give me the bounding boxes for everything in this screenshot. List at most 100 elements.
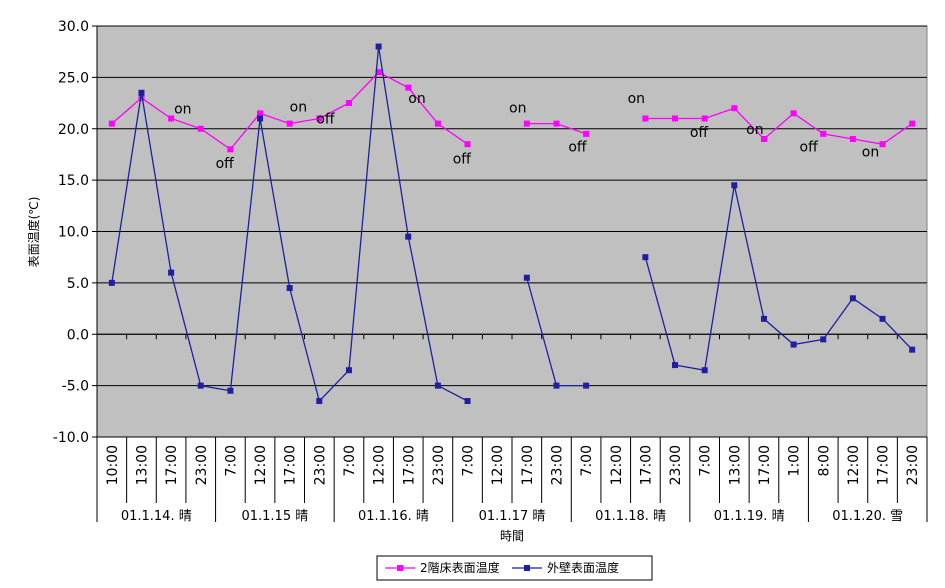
data-point bbox=[701, 115, 708, 122]
data-point bbox=[790, 341, 797, 348]
x-tick-label: 7:00 bbox=[698, 445, 714, 476]
y-tick-label: 5.0 bbox=[67, 276, 89, 292]
annotation-label: on bbox=[290, 99, 307, 115]
y-tick-label: 10.0 bbox=[58, 225, 89, 241]
data-point bbox=[849, 136, 856, 143]
data-point bbox=[138, 89, 145, 96]
y-axis-label: 表面温度(℃) bbox=[26, 197, 41, 268]
annotation-label: off bbox=[316, 112, 335, 128]
data-point bbox=[583, 130, 590, 137]
x-tick-label: 8:00 bbox=[816, 445, 832, 476]
y-tick-label: 0.0 bbox=[67, 327, 89, 343]
group-label: 01.1.15 晴 bbox=[241, 509, 308, 524]
data-point bbox=[583, 382, 590, 389]
data-point bbox=[286, 120, 293, 127]
group-label: 01.1.19. 晴 bbox=[714, 509, 785, 524]
y-tick-label: 25.0 bbox=[58, 70, 89, 86]
data-point bbox=[405, 233, 412, 240]
data-point bbox=[464, 141, 471, 148]
legend-box bbox=[376, 555, 653, 581]
annotation-label: on bbox=[174, 101, 191, 117]
group-label: 01.1.18. 晴 bbox=[595, 509, 666, 524]
x-tick-label: 13:00 bbox=[727, 445, 743, 485]
group-label: 01.1.17 晴 bbox=[479, 509, 546, 524]
x-tick-label: 23:00 bbox=[668, 445, 684, 485]
data-point bbox=[375, 43, 382, 50]
data-point bbox=[286, 285, 293, 292]
y-tick-label: 30.0 bbox=[58, 19, 89, 35]
x-tick-label: 23:00 bbox=[431, 445, 447, 485]
annotation-label: off bbox=[453, 152, 472, 168]
x-tick-label: 23:00 bbox=[312, 445, 328, 485]
series-line bbox=[644, 185, 913, 371]
x-axis-groups: 01.1.14. 晴 01.1.15 晴 01.1.16. 晴 01.1.17 晴 01… bbox=[121, 509, 903, 524]
legend-label-2: 外壁表面温度 bbox=[547, 560, 619, 575]
annotation-label: off bbox=[216, 156, 235, 172]
group-label: 01.1.16. 晴 bbox=[358, 509, 429, 524]
x-tick-label: 12:00 bbox=[372, 445, 388, 485]
data-point bbox=[227, 146, 234, 153]
annotation-label: on bbox=[628, 91, 645, 107]
data-point bbox=[405, 84, 412, 91]
data-point bbox=[909, 346, 916, 353]
data-point bbox=[701, 367, 708, 374]
series-lines bbox=[108, 43, 916, 405]
x-axis-ticks: 10:00 13:00 17:00 23:00 7:00 12:00 17:00 23:00 7… bbox=[105, 445, 921, 485]
data-point bbox=[434, 120, 441, 127]
data-point bbox=[672, 362, 679, 369]
data-point bbox=[760, 136, 767, 143]
x-tick-label: 7:00 bbox=[342, 445, 358, 476]
annotation-label: off bbox=[690, 125, 709, 141]
legend-marker-2 bbox=[524, 565, 530, 571]
data-point bbox=[672, 115, 679, 122]
data-point bbox=[108, 120, 115, 127]
annotation-label: on bbox=[862, 144, 879, 160]
data-point bbox=[345, 100, 352, 107]
data-point bbox=[434, 382, 441, 389]
data-point bbox=[138, 94, 145, 101]
x-axis-label: 時間 bbox=[500, 529, 524, 543]
x-tick-label: 7:00 bbox=[579, 445, 595, 476]
data-point bbox=[168, 269, 175, 276]
data-point bbox=[642, 254, 649, 261]
y-tick-label: -5.0 bbox=[62, 379, 89, 395]
gridlines bbox=[92, 25, 928, 522]
group-label: 01.1.20. 雪 bbox=[832, 509, 903, 524]
x-tick-label: 23:00 bbox=[194, 445, 210, 485]
x-tick-label: 12:00 bbox=[253, 445, 269, 485]
data-point bbox=[168, 115, 175, 122]
x-tick-label: 17:00 bbox=[638, 445, 654, 485]
x-tick-label: 17:00 bbox=[876, 445, 892, 485]
data-point bbox=[731, 182, 738, 189]
data-point bbox=[316, 115, 323, 122]
y-tick-label: 15.0 bbox=[58, 173, 89, 189]
series-line bbox=[645, 107, 913, 145]
annotation-label: off bbox=[568, 139, 587, 155]
data-point bbox=[257, 110, 264, 117]
y-tick-label: 20.0 bbox=[58, 122, 89, 138]
x-tick-label: 13:00 bbox=[134, 445, 150, 485]
y-axis-ticks: 30.0 25.0 20.0 15.0 10.0 5.0 0.0 -5.0 -10.0 bbox=[53, 19, 89, 446]
data-point bbox=[820, 336, 827, 343]
data-point bbox=[375, 69, 382, 76]
x-tick-label: 23:00 bbox=[549, 445, 565, 485]
x-tick-label: 12:00 bbox=[609, 445, 625, 485]
series-1 bbox=[108, 69, 916, 153]
x-tick-label: 10:00 bbox=[105, 445, 121, 485]
annotation-label: off bbox=[800, 139, 819, 155]
x-tick-label: 17:00 bbox=[757, 445, 773, 485]
data-point bbox=[197, 125, 204, 132]
data-point bbox=[879, 141, 886, 148]
data-point bbox=[849, 295, 856, 302]
x-tick-label: 12:00 bbox=[490, 445, 506, 485]
annotation-label: on bbox=[509, 100, 526, 116]
data-point bbox=[227, 387, 234, 394]
x-tick-label: 12:00 bbox=[846, 445, 862, 485]
data-point bbox=[257, 115, 264, 122]
x-tick-label: 17:00 bbox=[164, 445, 180, 485]
x-tick-label: 7:00 bbox=[223, 445, 239, 476]
data-point bbox=[197, 382, 204, 389]
data-point bbox=[464, 398, 471, 405]
x-tick-label: 17:00 bbox=[520, 445, 536, 485]
